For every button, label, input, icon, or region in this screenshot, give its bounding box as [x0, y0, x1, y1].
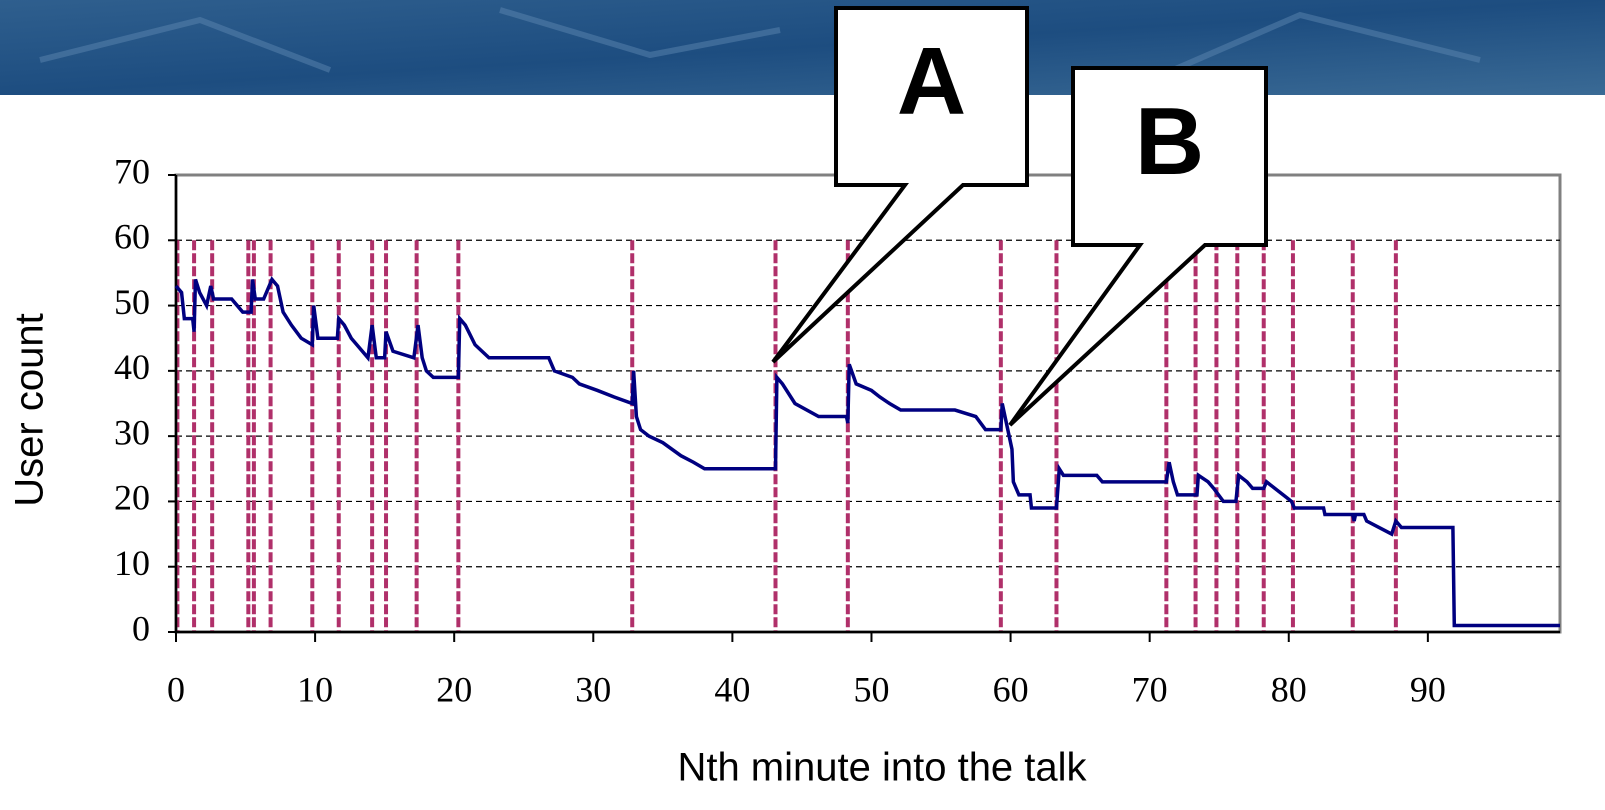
x-tick-label: 30: [575, 669, 611, 709]
callout-bubble: [771, 6, 1029, 364]
x-tick-label: 40: [714, 669, 750, 709]
x-tick-label: 60: [993, 669, 1029, 709]
y-tick-label: 50: [114, 282, 150, 322]
x-tick-label: 90: [1410, 669, 1446, 709]
y-tick-label: 30: [114, 412, 150, 452]
x-tick-label: 0: [167, 669, 185, 709]
y-tick-label: 10: [114, 543, 150, 583]
callout-label: B: [1135, 88, 1204, 195]
banner: [0, 0, 1605, 95]
x-tick-label: 20: [436, 669, 472, 709]
callout-label: A: [897, 28, 966, 135]
y-axis-title: User count: [8, 313, 52, 506]
series-line: [174, 276, 1560, 628]
x-tick-label: 80: [1271, 669, 1307, 709]
x-tick-label: 10: [297, 669, 333, 709]
y-tick-label: 60: [114, 217, 150, 257]
x-tick-label: 70: [1132, 669, 1168, 709]
x-tick-label: 50: [853, 669, 889, 709]
y-tick-label: 0: [132, 608, 150, 648]
y-tick-label: 20: [114, 478, 150, 518]
callout-bubble: [1008, 66, 1268, 427]
x-axis-title: Nth minute into the talk: [677, 746, 1087, 790]
y-tick-label: 70: [114, 151, 150, 191]
y-tick-label: 40: [114, 347, 150, 387]
banner-texture: [39, 7, 1481, 83]
